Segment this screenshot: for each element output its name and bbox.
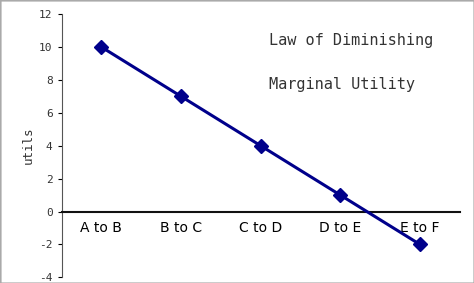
Y-axis label: utils: utils (22, 127, 35, 164)
Text: Law of Diminishing: Law of Diminishing (269, 33, 433, 48)
Text: Marginal Utility: Marginal Utility (269, 77, 415, 92)
